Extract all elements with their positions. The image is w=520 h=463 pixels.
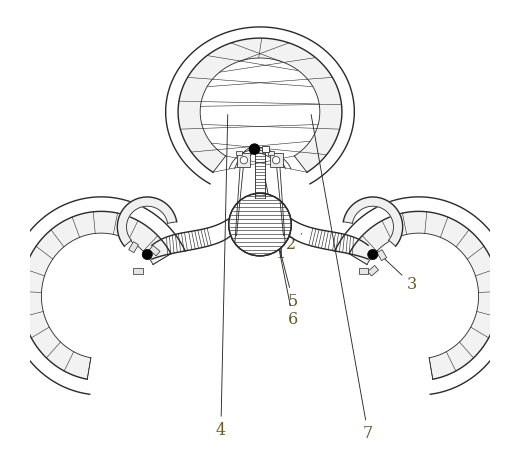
- Text: 5: 5: [265, 193, 298, 310]
- Text: 3: 3: [377, 252, 417, 293]
- Polygon shape: [349, 212, 499, 379]
- Circle shape: [229, 193, 291, 256]
- Bar: [134, 268, 142, 274]
- Circle shape: [250, 144, 259, 154]
- Bar: [149, 245, 160, 256]
- Bar: [359, 268, 368, 274]
- Circle shape: [142, 250, 152, 260]
- Bar: [368, 265, 379, 276]
- Text: 6: 6: [265, 179, 298, 328]
- Polygon shape: [118, 197, 177, 246]
- Polygon shape: [178, 38, 342, 172]
- Text: 4: 4: [216, 115, 228, 439]
- Bar: [128, 242, 138, 253]
- Bar: [236, 150, 242, 155]
- Circle shape: [272, 156, 280, 164]
- Bar: [262, 146, 269, 152]
- Text: 1: 1: [272, 236, 286, 262]
- Bar: [238, 153, 250, 167]
- Polygon shape: [343, 197, 402, 246]
- Text: 7: 7: [311, 114, 373, 443]
- Bar: [270, 153, 282, 167]
- Bar: [377, 250, 387, 261]
- Circle shape: [368, 250, 378, 260]
- Polygon shape: [21, 212, 171, 379]
- Bar: [268, 150, 274, 155]
- Circle shape: [240, 156, 248, 164]
- Text: 2: 2: [286, 233, 302, 253]
